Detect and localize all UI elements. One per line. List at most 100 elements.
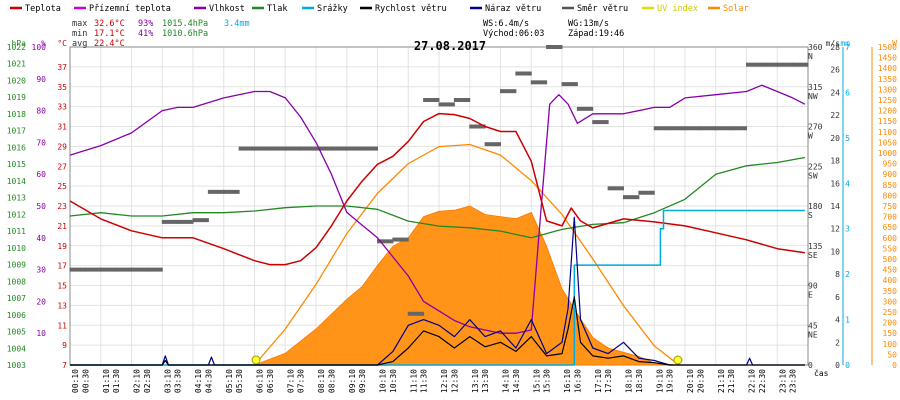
solar-axis-tick: 950 <box>883 160 898 169</box>
x-tick-label: 11:10 <box>409 369 418 393</box>
x-tick-label: 10:30 <box>389 369 398 393</box>
solar-axis-tick: 0 <box>892 361 897 370</box>
info-ws: WS:6.4m/s <box>483 19 529 29</box>
solar-axis-tick: 1050 <box>878 138 897 147</box>
direction-axis-tick-label: S <box>808 211 813 220</box>
legend-item-label: Rychlost větru <box>375 4 447 14</box>
wind-direction-point <box>546 45 563 49</box>
windspeed-axis-tick: 12 <box>830 225 840 234</box>
legend-item-label: UV index <box>657 4 698 14</box>
wind-direction-point <box>407 311 425 316</box>
wind-direction-point <box>530 80 548 85</box>
pressure-axis-tick: 1007 <box>7 294 26 303</box>
direction-axis-tick-label: N <box>808 52 813 61</box>
wind-direction-point <box>315 146 332 151</box>
wind-direction-point <box>284 146 302 151</box>
x-tick-label: 00:30 <box>81 369 90 393</box>
axes-layer: hPa1003100410051006100710081009101010111… <box>7 39 897 393</box>
solar-area <box>254 205 676 366</box>
x-tick-label: 18:10 <box>625 369 634 393</box>
sunrise-marker <box>251 355 261 365</box>
x-tick-label: 19:10 <box>655 369 664 393</box>
x-tick-label: 17:30 <box>604 369 613 393</box>
solar-axis-tick: 750 <box>883 202 898 211</box>
wind-direction-point <box>115 267 132 272</box>
windspeed-axis-tick: 10 <box>830 247 840 256</box>
direction-axis-tick: 0 <box>808 361 813 370</box>
x-tick-label: 07:30 <box>297 369 306 393</box>
solar-axis-tick: 1300 <box>878 85 897 94</box>
windspeed-axis-tick: 28 <box>830 43 840 52</box>
solar-axis-tick: 1500 <box>878 43 897 52</box>
humidity-axis-tick: 10 <box>36 329 46 338</box>
wind-direction-point <box>377 239 394 244</box>
humidity-axis-tick: 70 <box>36 138 46 147</box>
wind-direction-point <box>746 62 763 67</box>
pressure-axis-tick: 1005 <box>7 328 26 337</box>
wind-direction-point <box>669 126 686 131</box>
pressure-axis-tick: 1003 <box>7 361 26 370</box>
x-tick-label: 09:30 <box>358 369 367 393</box>
x-tick-label: 20:30 <box>696 369 705 393</box>
x-tick-label: 22:10 <box>748 369 757 393</box>
legend-item-label: Vlhkost <box>209 4 245 14</box>
solar-axis-tick: 1350 <box>878 75 897 84</box>
temperature-axis-tick: 23 <box>57 202 67 211</box>
x-tick-label: 08:30 <box>327 369 336 393</box>
x-tick-label: 16:10 <box>563 369 572 393</box>
series-layer <box>69 45 809 366</box>
direction-axis-tick: 225 <box>808 162 823 171</box>
x-tick-label: 15:30 <box>543 369 552 393</box>
wind-direction-point <box>469 124 486 129</box>
x-tick-label: 20:10 <box>686 369 695 393</box>
stat-max-label: max <box>72 19 87 29</box>
x-tick-label: 17:10 <box>594 369 603 393</box>
solar-axis-tick: 600 <box>883 234 898 243</box>
wind-direction-point <box>484 142 501 147</box>
pressure-axis-unit: hPa <box>12 39 27 48</box>
windspeed-axis-tick: 22 <box>830 111 840 120</box>
solar-axis-tick: 200 <box>883 319 898 328</box>
direction-axis-tick-label: NE <box>808 330 818 339</box>
wind-direction-point <box>238 146 255 151</box>
temperature-line <box>69 112 806 266</box>
wind-direction-point <box>761 62 778 67</box>
wind-direction-point <box>653 126 671 131</box>
pressure-axis-tick: 1006 <box>7 311 26 320</box>
sunset-marker <box>673 355 683 365</box>
windspeed-axis-tick: 0 <box>835 361 840 370</box>
direction-axis-tick-label: E <box>808 291 813 300</box>
humidity-axis-tick: 60 <box>36 170 46 179</box>
temperature-axis-tick: 15 <box>57 282 67 291</box>
solar-axis-tick: 650 <box>883 223 898 232</box>
wind-direction-point <box>223 189 240 194</box>
temperature-axis-tick: 33 <box>57 103 67 112</box>
x-tick-label: 05:30 <box>235 369 244 393</box>
stat-min-label: min <box>72 29 87 39</box>
direction-axis-tick: 360 <box>808 43 823 52</box>
stat-min-press: 1010.6hPa <box>162 29 208 39</box>
humidity-axis-tick: 40 <box>36 234 46 243</box>
wind-direction-point <box>84 267 102 272</box>
solar-axis-tick: 450 <box>883 266 898 275</box>
wind-direction-point <box>423 98 440 102</box>
wind-direction-point <box>177 219 194 224</box>
wind-direction-point <box>561 82 578 87</box>
stats-block: max 32.6°C 93% 1015.4hPa 3.4mm min 17.1°… <box>72 19 250 49</box>
wind-direction-point <box>638 190 655 195</box>
direction-axis-tick: 315 <box>808 83 823 92</box>
solar-axis-tick: 1100 <box>878 128 897 137</box>
direction-axis-tick: 135 <box>808 242 823 251</box>
wind-direction-point <box>300 146 317 151</box>
humidity-axis-tick: 30 <box>36 266 46 275</box>
wind-direction-point <box>684 126 701 131</box>
windspeed-axis-unit: m/s <box>826 39 841 48</box>
wind-direction-point <box>192 218 209 223</box>
wind-speed-line <box>70 296 805 366</box>
solar-axis-tick: 1450 <box>878 54 897 63</box>
x-tick-label: 19:30 <box>666 369 675 393</box>
stat-avg-label: avg <box>72 39 87 49</box>
info-sunrise: Východ:06:03 <box>483 29 544 39</box>
x-tick-label: 14:10 <box>502 369 511 393</box>
wind-direction-point <box>607 186 624 191</box>
